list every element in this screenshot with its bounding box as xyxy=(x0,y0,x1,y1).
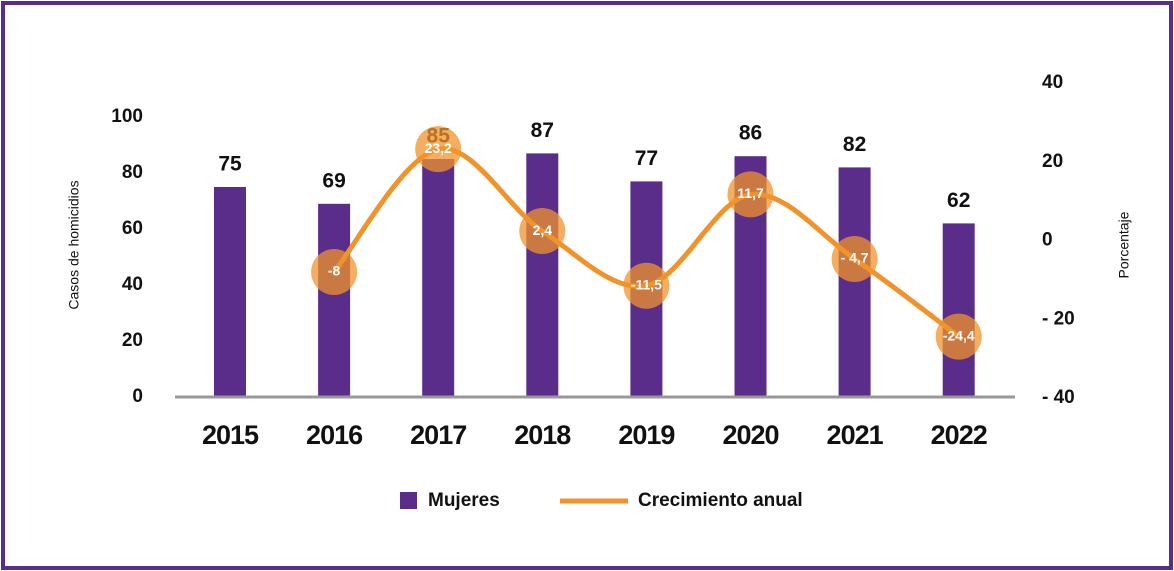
growth-label: -11,5 xyxy=(631,276,662,292)
x-tick-label: 2020 xyxy=(722,420,778,450)
legend-label: Mujeres xyxy=(428,490,500,511)
growth-label: 23,2 xyxy=(425,140,452,156)
bar xyxy=(942,223,975,397)
y-tick-label: 0 xyxy=(132,386,143,407)
x-tick-label: 2017 xyxy=(410,420,466,450)
x-tick-label: 2016 xyxy=(306,420,363,450)
growth-point xyxy=(935,313,982,360)
bar-value-label: 77 xyxy=(635,147,658,170)
growth-point xyxy=(311,249,358,295)
bar-value-label: 69 xyxy=(322,169,345,192)
x-tick-label: 2018 xyxy=(514,420,571,450)
y-tick-label: 100 xyxy=(111,106,143,127)
y2-tick-label: - 40 xyxy=(1042,387,1075,408)
y-tick-label: 20 xyxy=(122,330,143,351)
growth-label: -24,4 xyxy=(943,327,975,343)
x-tick-label: 2021 xyxy=(827,420,884,450)
bar-value-label: 87 xyxy=(531,119,554,142)
legend-swatch xyxy=(400,492,417,509)
growth-label: 11,7 xyxy=(737,185,764,201)
bar xyxy=(838,167,871,397)
x-tick-label: 2022 xyxy=(931,420,987,450)
bar xyxy=(526,153,559,397)
y-axis-label: Casos de homicidios xyxy=(66,180,82,309)
growth-label: - 4,7 xyxy=(841,250,869,266)
y2-tick-label: 0 xyxy=(1042,230,1053,251)
y2-tick-label: - 20 xyxy=(1042,308,1075,329)
y2-tick-label: 40 xyxy=(1042,72,1063,93)
bar xyxy=(318,203,351,397)
growth-point xyxy=(727,171,774,218)
growth-point xyxy=(415,126,462,173)
x-tick-label: 2015 xyxy=(202,420,259,450)
bar-value-label: 82 xyxy=(843,133,866,156)
y-tick-label: 40 xyxy=(122,274,143,295)
x-tick-label: 2019 xyxy=(618,420,675,450)
bar-value-label: 86 xyxy=(739,122,762,145)
growth-point xyxy=(519,208,566,255)
growth-point xyxy=(623,262,670,309)
bar xyxy=(214,187,246,397)
y-tick-label: 80 xyxy=(122,162,143,183)
y2-tick-label: 20 xyxy=(1042,151,1063,172)
bar-value-label: 62 xyxy=(947,189,970,212)
growth-point xyxy=(831,236,878,283)
bar xyxy=(422,159,455,397)
legend-label: Crecimiento anual xyxy=(638,490,803,511)
y2-axis-label: Porcentaje xyxy=(1116,211,1132,278)
growth-label: 2,4 xyxy=(533,222,553,238)
growth-label: -8 xyxy=(328,263,341,279)
y-tick-label: 60 xyxy=(122,218,143,239)
bar-value-label: 75 xyxy=(218,153,242,176)
